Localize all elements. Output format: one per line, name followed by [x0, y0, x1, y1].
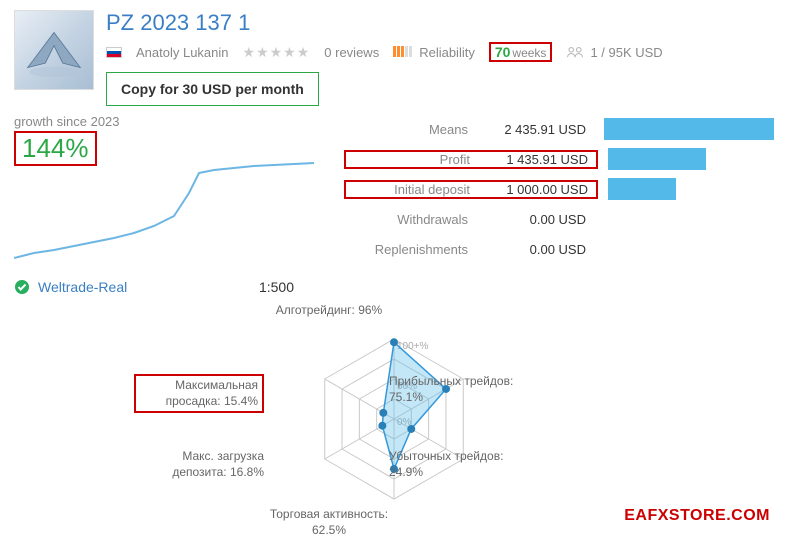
stat-row: Profit1 435.91 USD [344, 144, 774, 174]
stat-row: Initial deposit1 000.00 USD [344, 174, 774, 204]
watermark: EAFXSTORE.COM [624, 507, 770, 525]
stat-row: Means2 435.91 USD [344, 114, 774, 144]
broker-name[interactable]: Weltrade-Real [38, 279, 127, 295]
radar-axis-label: Макс. загрузка депозита: 16.8% [134, 449, 264, 480]
radar-chart: 100+%50%0% [279, 309, 509, 524]
reliability-indicator: Reliability [393, 45, 475, 60]
stat-bar [604, 238, 774, 260]
signal-title[interactable]: PZ 2023 137 1 [106, 10, 774, 36]
stat-value: 0.00 USD [474, 242, 594, 257]
stat-value: 1 435.91 USD [476, 152, 596, 167]
stat-value: 2 435.91 USD [474, 122, 594, 137]
signal-age: 70weeks [489, 42, 553, 62]
verified-check-icon [14, 279, 30, 295]
stat-label: Profit [346, 152, 476, 167]
stats-table: Means2 435.91 USDProfit1 435.91 USDIniti… [344, 114, 774, 299]
stat-row: Replenishments0.00 USD [344, 234, 774, 264]
radar-axis-label: Убыточных трейдов: 24.9% [389, 449, 519, 480]
growth-sparkline-chart [14, 148, 314, 268]
radar-chart-container: 100+%50%0% Алготрейдинг: 96%Прибыльных т… [164, 309, 624, 524]
stat-value: 0.00 USD [474, 212, 594, 227]
growth-label: growth since 2023 [14, 114, 324, 129]
people-icon [566, 45, 584, 59]
signal-thumbnail [14, 10, 94, 90]
reviews-count: 0 reviews [324, 45, 379, 60]
radar-axis-label: Максимальная просадка: 15.4% [134, 374, 264, 413]
author-name[interactable]: Anatoly Lukanin [136, 45, 229, 60]
reliability-bars-icon [393, 45, 413, 60]
stat-label: Means [344, 122, 474, 137]
stat-value: 1 000.00 USD [476, 182, 596, 197]
rating-stars: ★★★★★ [243, 44, 311, 61]
stat-bar [604, 118, 774, 140]
stat-label: Withdrawals [344, 212, 474, 227]
stat-label: Initial deposit [346, 182, 476, 197]
country-flag-icon [106, 47, 122, 58]
stat-bar [608, 148, 774, 170]
stat-bar [608, 178, 774, 200]
airplane-icon [19, 15, 89, 85]
radar-axis-label: Прибыльных трейдов: 75.1% [389, 374, 519, 405]
leverage-value: 1:500 [259, 279, 294, 295]
stat-label: Replenishments [344, 242, 474, 257]
subscribers-info: 1 / 95K USD [566, 45, 662, 60]
stat-row: Withdrawals0.00 USD [344, 204, 774, 234]
radar-axis-label: Алготрейдинг: 96% [264, 303, 394, 319]
stat-bar [604, 208, 774, 230]
radar-axis-label: Торговая активность: 62.5% [264, 507, 394, 538]
copy-signal-button[interactable]: Copy for 30 USD per month [106, 72, 319, 106]
